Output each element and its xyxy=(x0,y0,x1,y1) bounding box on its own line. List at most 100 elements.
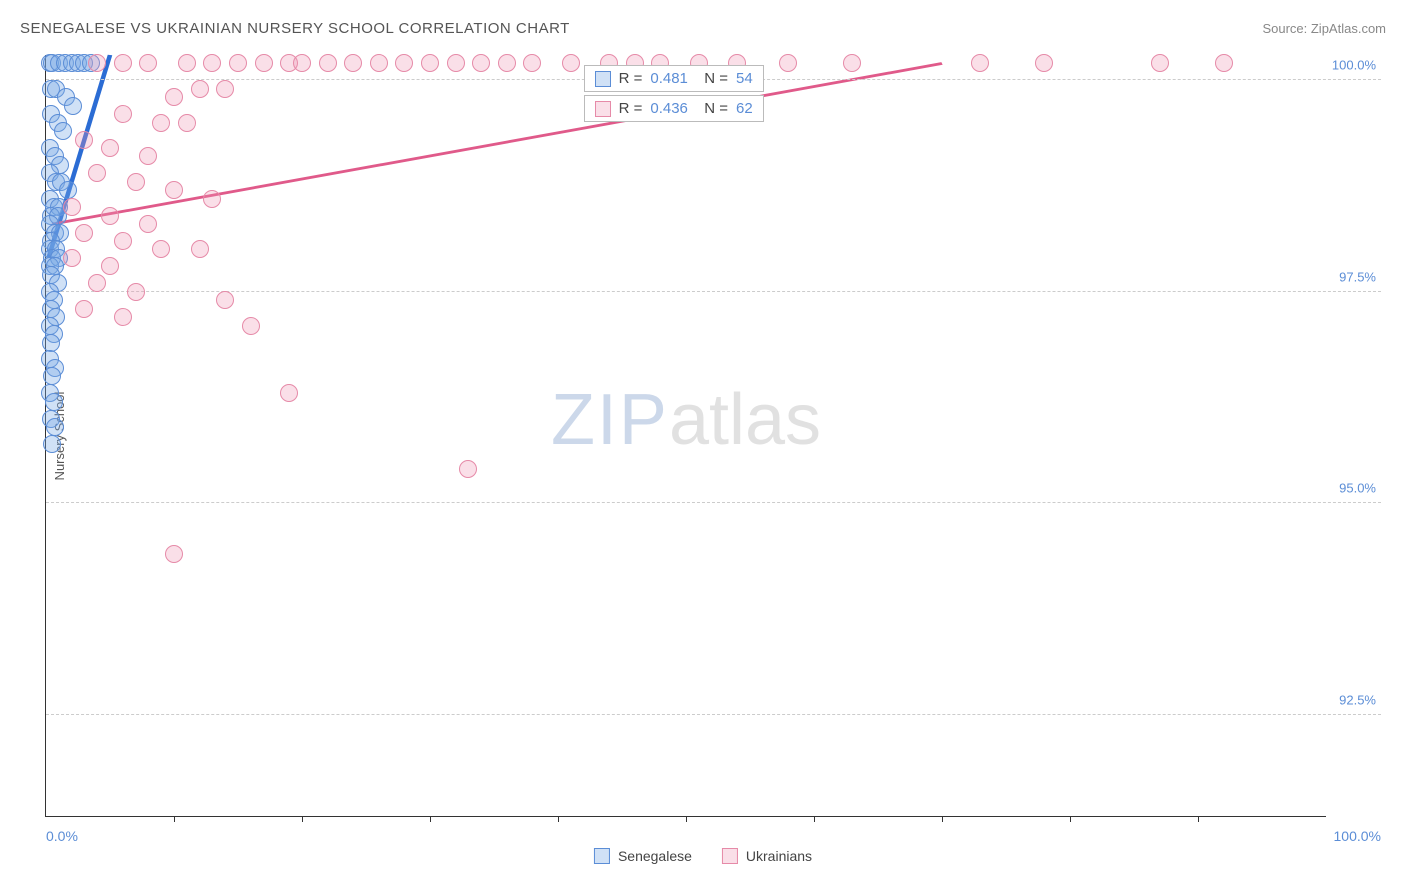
data-point xyxy=(139,147,157,165)
data-point xyxy=(216,80,234,98)
data-point xyxy=(114,105,132,123)
xtick xyxy=(430,816,431,822)
r-value: 0.481 xyxy=(650,70,688,87)
n-label: N = xyxy=(696,100,728,117)
data-point xyxy=(344,54,362,72)
ytick-label: 100.0% xyxy=(1332,58,1376,73)
ytick-label: 95.0% xyxy=(1339,481,1376,496)
data-point xyxy=(43,367,61,385)
xtick xyxy=(942,816,943,822)
plot-area: Nursery School ZIPatlas 0.0% 100.0% 100.… xyxy=(45,55,1381,817)
stat-box: R = 0.481 N = 54 xyxy=(584,65,764,92)
trendline xyxy=(52,63,942,224)
legend-item: Senegalese xyxy=(594,848,692,864)
data-point xyxy=(114,232,132,250)
data-point xyxy=(88,274,106,292)
data-point xyxy=(46,418,64,436)
data-point xyxy=(101,207,119,225)
data-point xyxy=(191,240,209,258)
chart-title: SENEGALESE VS UKRAINIAN NURSERY SCHOOL C… xyxy=(20,20,570,37)
data-point xyxy=(152,114,170,132)
trendlines-svg xyxy=(46,55,1326,816)
data-point xyxy=(165,88,183,106)
data-point xyxy=(152,240,170,258)
data-point xyxy=(421,54,439,72)
data-point xyxy=(178,114,196,132)
data-point xyxy=(165,545,183,563)
data-point xyxy=(472,54,490,72)
header: SENEGALESE VS UKRAINIAN NURSERY SCHOOL C… xyxy=(20,20,1386,37)
data-point xyxy=(127,173,145,191)
data-point xyxy=(139,215,157,233)
data-point xyxy=(203,54,221,72)
data-point xyxy=(293,54,311,72)
data-point xyxy=(255,54,273,72)
ytick-label: 97.5% xyxy=(1339,269,1376,284)
r-label: R = xyxy=(619,70,643,87)
legend-swatch xyxy=(722,848,738,864)
data-point xyxy=(101,257,119,275)
r-value: 0.436 xyxy=(650,100,688,117)
data-point xyxy=(165,181,183,199)
data-point xyxy=(45,393,63,411)
data-point xyxy=(88,164,106,182)
legend-swatch xyxy=(595,71,611,87)
data-point xyxy=(1151,54,1169,72)
xaxis-min-label: 0.0% xyxy=(46,828,78,844)
data-point xyxy=(54,122,72,140)
xaxis-max-label: 100.0% xyxy=(1334,828,1381,844)
data-point xyxy=(203,190,221,208)
data-point xyxy=(562,54,580,72)
source-label: Source: ZipAtlas.com xyxy=(1262,21,1386,36)
scatter-plot: ZIPatlas 0.0% 100.0% 100.0%97.5%95.0%92.… xyxy=(45,55,1326,817)
data-point xyxy=(42,334,60,352)
data-point xyxy=(971,54,989,72)
data-point xyxy=(63,198,81,216)
xtick xyxy=(814,816,815,822)
data-point xyxy=(1215,54,1233,72)
xtick xyxy=(558,816,559,822)
data-point xyxy=(43,435,61,453)
data-point xyxy=(64,97,82,115)
legend-swatch xyxy=(594,848,610,864)
data-point xyxy=(114,308,132,326)
data-point xyxy=(114,54,132,72)
data-point xyxy=(63,249,81,267)
data-point xyxy=(229,54,247,72)
xtick xyxy=(302,816,303,822)
gridline xyxy=(46,291,1381,292)
n-value: 62 xyxy=(736,100,753,117)
data-point xyxy=(127,283,145,301)
r-label: R = xyxy=(619,100,643,117)
data-point xyxy=(75,224,93,242)
gridline xyxy=(46,502,1381,503)
xtick xyxy=(1198,816,1199,822)
data-point xyxy=(1035,54,1053,72)
legend-label: Senegalese xyxy=(618,848,692,864)
data-point xyxy=(779,54,797,72)
n-value: 54 xyxy=(736,70,753,87)
data-point xyxy=(59,181,77,199)
data-point xyxy=(447,54,465,72)
data-point xyxy=(88,54,106,72)
data-point xyxy=(139,54,157,72)
data-point xyxy=(523,54,541,72)
data-point xyxy=(395,54,413,72)
ytick-label: 92.5% xyxy=(1339,692,1376,707)
data-point xyxy=(75,131,93,149)
data-point xyxy=(459,460,477,478)
data-point xyxy=(216,291,234,309)
legend-swatch xyxy=(595,101,611,117)
legend: Senegalese Ukrainians xyxy=(594,848,812,864)
data-point xyxy=(498,54,516,72)
xtick xyxy=(686,816,687,822)
stat-box: R = 0.436 N = 62 xyxy=(584,95,764,122)
data-point xyxy=(242,317,260,335)
data-point xyxy=(191,80,209,98)
n-label: N = xyxy=(696,70,728,87)
gridline xyxy=(46,714,1381,715)
data-point xyxy=(370,54,388,72)
data-point xyxy=(280,384,298,402)
data-point xyxy=(75,300,93,318)
legend-label: Ukrainians xyxy=(746,848,812,864)
